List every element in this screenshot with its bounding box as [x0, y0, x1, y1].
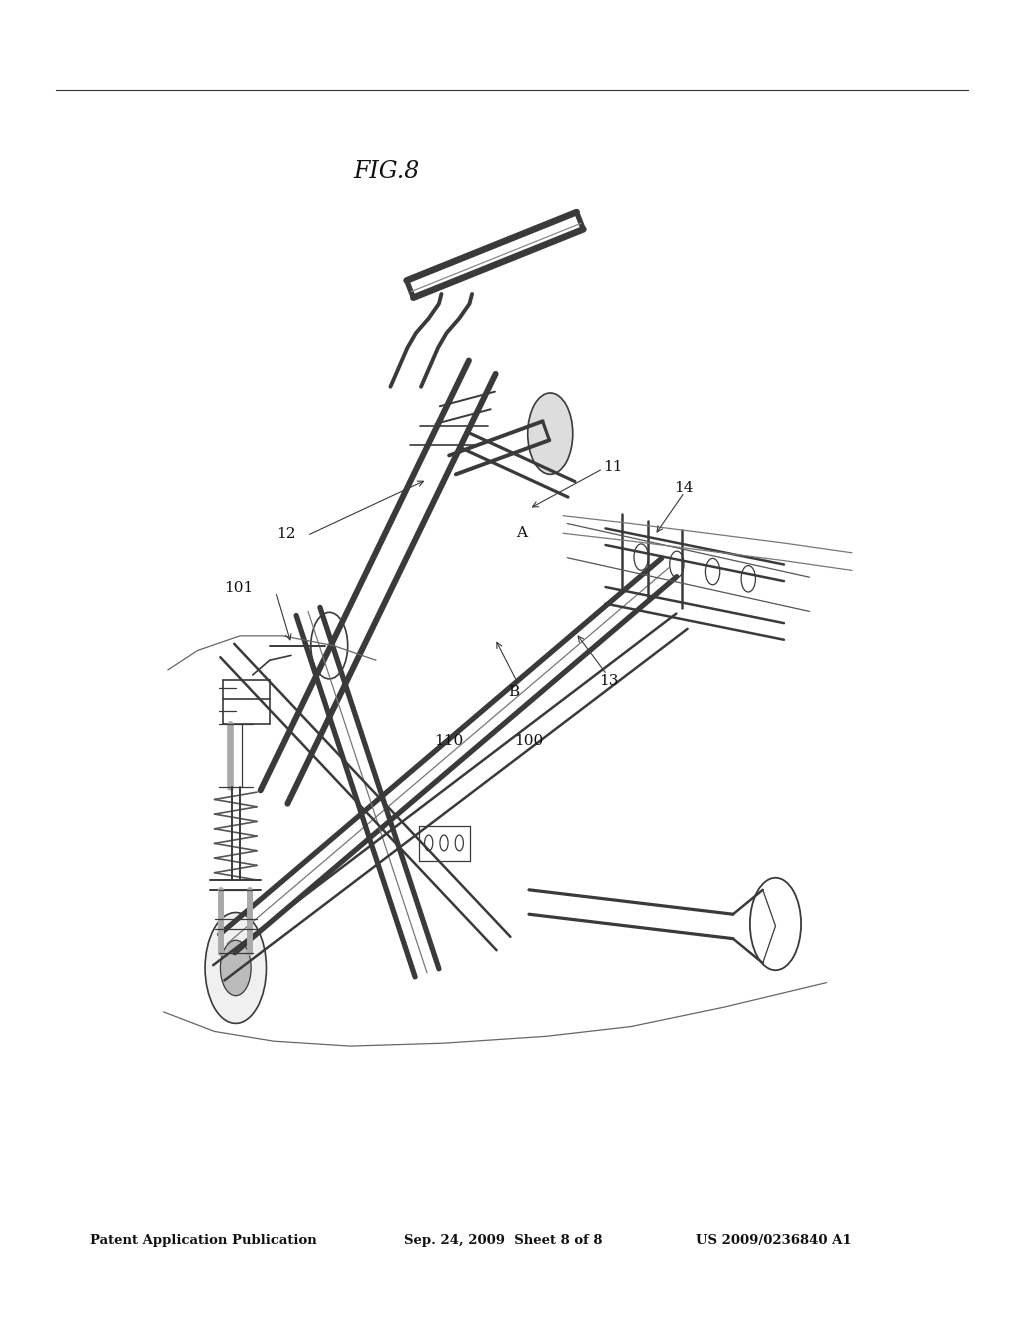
Text: Sep. 24, 2009  Sheet 8 of 8: Sep. 24, 2009 Sheet 8 of 8: [404, 1233, 603, 1246]
Text: 14: 14: [675, 482, 694, 495]
Text: A: A: [516, 525, 527, 540]
Ellipse shape: [205, 912, 266, 1023]
Text: FIG.8: FIG.8: [353, 160, 420, 183]
Text: 11: 11: [603, 461, 623, 474]
Text: B: B: [509, 685, 520, 698]
Text: Patent Application Publication: Patent Application Publication: [90, 1233, 316, 1246]
Text: 100: 100: [514, 734, 543, 748]
Ellipse shape: [527, 393, 572, 474]
Text: 110: 110: [434, 734, 463, 748]
Ellipse shape: [220, 940, 251, 995]
Text: 13: 13: [599, 675, 618, 688]
Text: US 2009/0236840 A1: US 2009/0236840 A1: [696, 1233, 852, 1246]
Text: 12: 12: [276, 527, 296, 541]
Text: 101: 101: [224, 581, 254, 595]
